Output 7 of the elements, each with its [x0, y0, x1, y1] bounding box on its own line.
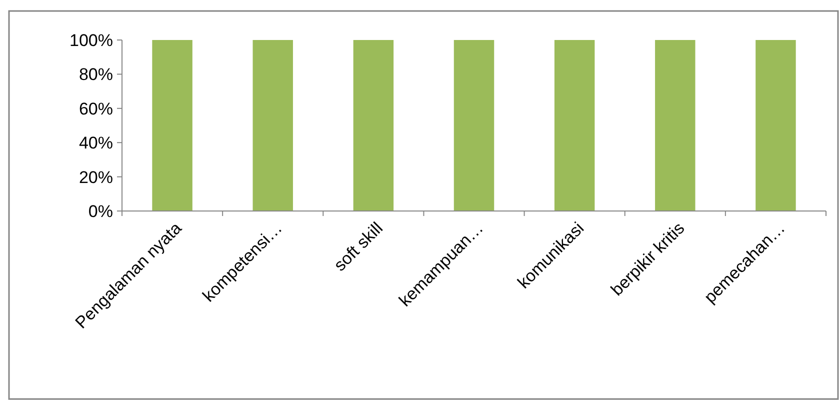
x-tick-label: soft skill [330, 218, 386, 275]
y-tick-label: 100% [70, 30, 113, 50]
y-tick-label: 40% [78, 134, 113, 153]
y-tick-label: 20% [78, 168, 113, 187]
y-tick-label: 80% [78, 65, 113, 84]
y-tick-label: 60% [78, 99, 113, 118]
y-tick-label: 0% [88, 202, 113, 221]
